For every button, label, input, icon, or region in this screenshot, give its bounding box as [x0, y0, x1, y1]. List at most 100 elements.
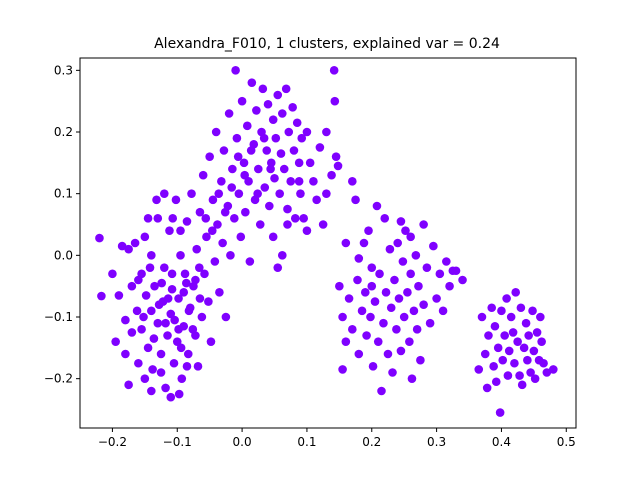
scatter-point — [366, 312, 375, 322]
scatter-point — [141, 291, 151, 300]
scatter-point — [187, 189, 196, 198]
scatter-point — [260, 183, 270, 192]
scatter-point — [253, 189, 262, 198]
x-axis: −0.2 −0.1 0.0 0.1 0.2 0.3 0.4 0.5 — [98, 428, 576, 449]
scatter-point — [406, 269, 415, 279]
scatter-point — [296, 189, 305, 198]
scatter-point — [124, 244, 133, 254]
scatter-point — [367, 281, 377, 291]
scatter-point — [258, 84, 268, 94]
scatter-point — [484, 331, 493, 340]
scatter-point — [497, 306, 506, 316]
scatter-point — [114, 291, 124, 300]
scatter-point — [318, 220, 328, 229]
scatter-point — [174, 325, 183, 334]
scatter-point — [393, 238, 403, 248]
scatter-point — [167, 269, 177, 279]
scatter-point — [425, 318, 435, 328]
scatter-point — [130, 238, 140, 248]
scatter-point — [348, 177, 357, 186]
scatter-point — [268, 232, 278, 242]
y-tick-label: −0.2 — [44, 372, 73, 386]
scatter-point — [403, 288, 412, 297]
scatter-point — [233, 152, 243, 161]
scatter-point — [95, 233, 104, 243]
scatter-point — [445, 281, 454, 291]
y-tick-label: 0.0 — [54, 248, 73, 262]
scatter-point — [117, 241, 127, 251]
scatter-point — [309, 177, 318, 186]
scatter-point — [322, 189, 331, 198]
scatter-point — [275, 189, 285, 198]
scatter-point — [252, 106, 261, 115]
scatter-point — [416, 355, 425, 365]
scatter-point — [147, 306, 156, 316]
scatter-point — [292, 118, 302, 128]
scatter-point — [247, 78, 257, 87]
scatter-point — [192, 244, 202, 254]
scatter-point — [526, 368, 535, 377]
scatter-point — [167, 284, 177, 294]
scatter-point — [331, 152, 341, 161]
scatter-point — [367, 263, 377, 272]
scatter-point — [121, 315, 130, 325]
scatter-point — [214, 189, 224, 198]
scatter-point — [204, 297, 213, 306]
scatter-point — [143, 214, 153, 223]
scatter-point — [234, 189, 244, 198]
scatter-point — [205, 152, 214, 161]
scatter-point — [419, 220, 428, 229]
scatter-point — [219, 146, 229, 155]
scatter-point — [232, 133, 242, 143]
scatter-point — [442, 257, 451, 266]
scatter-point — [362, 331, 371, 340]
scatter-point — [169, 358, 179, 368]
scatter-point — [255, 220, 265, 229]
scatter-point — [435, 269, 445, 279]
x-tick-label: −0.1 — [163, 435, 192, 449]
scatter-point — [157, 278, 166, 288]
scatter-point — [353, 275, 362, 285]
scatter-point — [289, 146, 299, 155]
x-tick-label: 0.1 — [297, 435, 316, 449]
scatter-point — [390, 275, 399, 285]
scatter-point — [208, 195, 218, 205]
scatter-point — [315, 143, 325, 152]
scatter-point — [220, 207, 230, 217]
scatter-point — [176, 226, 185, 235]
scatter-point — [242, 121, 252, 131]
scatter-point — [154, 300, 164, 309]
y-tick-label: 0.3 — [54, 63, 73, 77]
scatter-point — [338, 312, 347, 322]
scatter-point — [523, 355, 532, 365]
scatter-point — [354, 254, 364, 263]
scatter-point — [432, 294, 441, 303]
scatter-point — [182, 362, 192, 371]
scatter-point — [207, 226, 217, 235]
scatter-point — [165, 226, 174, 235]
scatter-point — [532, 328, 542, 337]
scatter-point — [373, 337, 383, 346]
scatter-point — [191, 275, 200, 285]
y-axis: −0.2 −0.1 0.0 0.1 0.2 0.3 — [44, 63, 80, 386]
scatter-point — [528, 306, 537, 316]
scatter-point — [458, 275, 467, 285]
scatter-point — [288, 103, 297, 112]
scatter-point — [156, 368, 166, 377]
scatter-point — [108, 269, 117, 279]
scatter-point — [271, 133, 281, 143]
scatter-point — [359, 238, 369, 248]
scatter-point — [524, 331, 533, 340]
scatter-point — [279, 164, 289, 174]
scatter-point — [127, 281, 137, 291]
scatter-point — [276, 149, 286, 158]
x-tick-label: 0.2 — [362, 435, 381, 449]
scatter-point — [297, 133, 307, 143]
scatter-point — [277, 251, 287, 260]
scatter-point — [161, 383, 170, 393]
scatter-point — [338, 365, 347, 374]
scatter-point — [241, 207, 250, 217]
scatter-point — [273, 263, 283, 272]
scatter-point — [480, 349, 490, 359]
scatter-point — [411, 251, 421, 260]
